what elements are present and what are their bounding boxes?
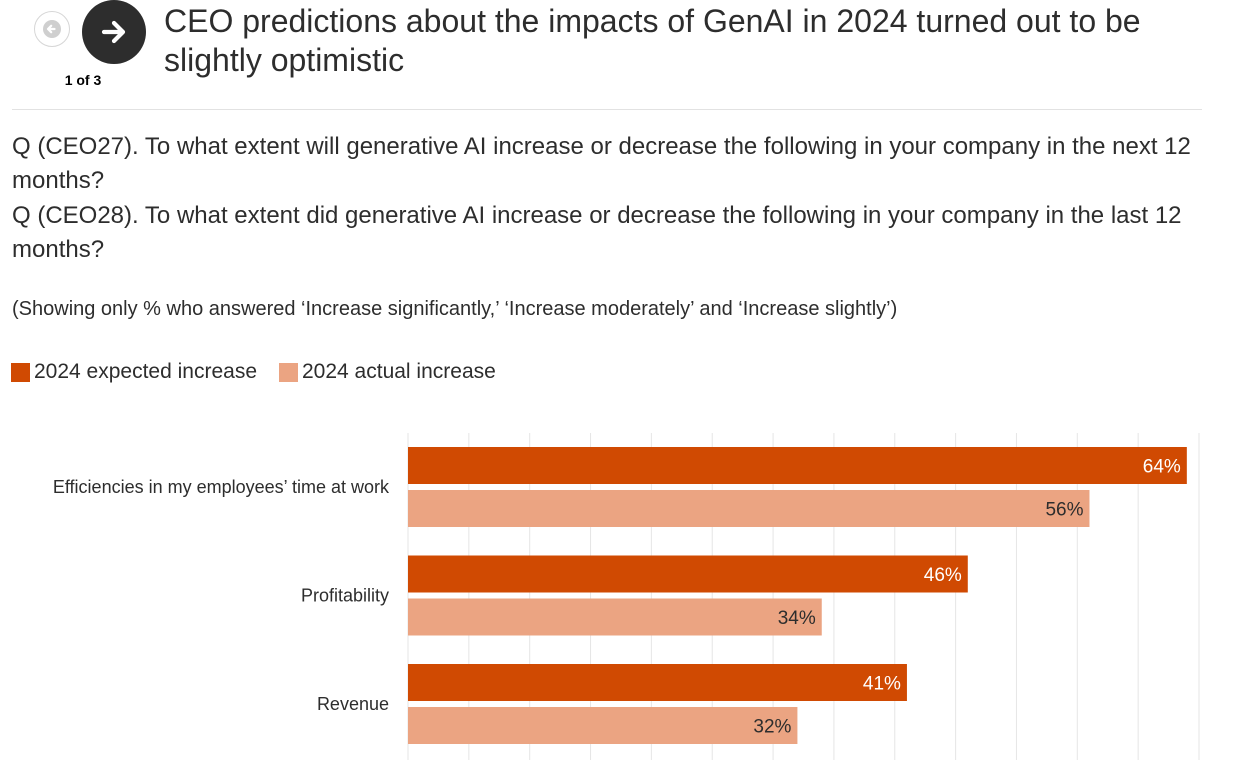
next-slide-button[interactable] xyxy=(82,0,146,64)
question-ceo27: Q (CEO27). To what extent will generativ… xyxy=(12,133,1191,194)
bar-expected xyxy=(408,664,907,701)
slide-counter: 1 of 3 xyxy=(64,72,102,88)
legend-label-expected: 2024 expected increase xyxy=(34,360,257,383)
legend-item-actual: 2024 actual increase xyxy=(279,360,496,384)
previous-slide-button[interactable] xyxy=(34,11,70,47)
gridlines xyxy=(407,433,1200,760)
data-label: 56% xyxy=(1045,500,1083,521)
legend-label-actual: 2024 actual increase xyxy=(302,360,496,383)
bar-group: Revenue 41% 32% xyxy=(317,664,907,744)
bar-expected xyxy=(408,447,1187,484)
bar-expected xyxy=(408,555,968,593)
bar-group: Efficiencies in my employees’ time at wo… xyxy=(53,447,1187,527)
header-divider xyxy=(12,109,1202,110)
legend-item-expected: 2024 expected increase xyxy=(11,360,257,384)
data-label: 41% xyxy=(863,674,901,695)
bar-actual xyxy=(408,490,1090,527)
question-ceo28: Q (CEO28). To what extent did generative… xyxy=(12,202,1182,263)
category-label: Efficiencies in my employees’ time at wo… xyxy=(53,477,390,497)
category-label: Profitability xyxy=(301,586,389,606)
data-label: 32% xyxy=(753,717,791,738)
bar-actual xyxy=(408,707,798,744)
data-label: 64% xyxy=(1143,457,1181,478)
arrow-left-icon xyxy=(43,20,61,38)
category-label: Revenue xyxy=(317,694,389,714)
legend-swatch-expected xyxy=(11,362,30,382)
arrow-right-icon xyxy=(101,20,126,44)
data-label: 46% xyxy=(924,565,962,586)
data-label: 34% xyxy=(778,608,816,629)
chart-legend: 2024 expected increase 2024 actual incre… xyxy=(11,360,518,384)
bar-actual xyxy=(408,598,822,636)
legend-swatch-actual xyxy=(279,362,298,382)
answer-filter-note: (Showing only % who answered ‘Increase s… xyxy=(12,298,898,320)
page-title: CEO predictions about the impacts of Gen… xyxy=(164,3,1141,78)
bar-group: Profitability 46% 34% xyxy=(301,555,968,636)
